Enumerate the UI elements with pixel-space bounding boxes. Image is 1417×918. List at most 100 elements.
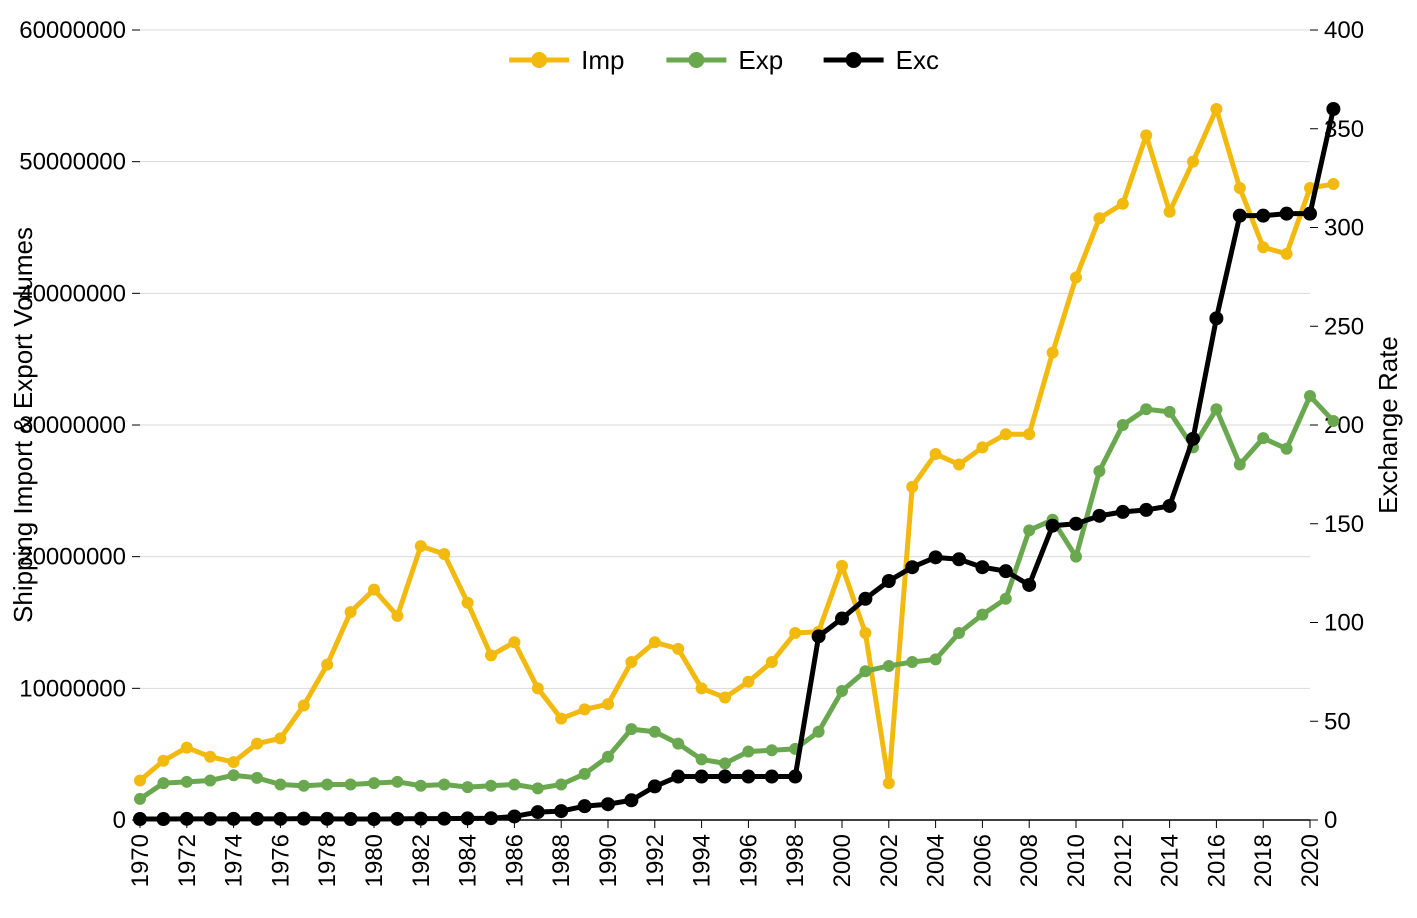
series-marker-Exc (1256, 209, 1270, 223)
series-marker-Exc (344, 812, 358, 826)
series-marker-Exc (156, 812, 170, 826)
series-marker-Exc (367, 812, 381, 826)
x-tick-label: 1982 (408, 834, 435, 887)
series-marker-Exp (204, 775, 216, 787)
series-marker-Imp (462, 597, 474, 609)
series-marker-Exp (1023, 524, 1035, 536)
series-marker-Exc (250, 812, 264, 826)
series-marker-Imp (1327, 178, 1339, 190)
legend-label-Exp: Exp (738, 45, 783, 75)
series-marker-Exc (812, 629, 826, 643)
series-marker-Imp (930, 448, 942, 460)
series-marker-Exc (507, 809, 521, 823)
series-marker-Imp (228, 756, 240, 768)
series-marker-Exp (813, 726, 825, 738)
series-marker-Exc (601, 797, 615, 811)
series-marker-Exc (624, 793, 638, 807)
series-marker-Exc (671, 770, 685, 784)
series-marker-Exc (1280, 207, 1294, 221)
x-tick-label: 2002 (876, 834, 903, 887)
series-marker-Exc (1163, 499, 1177, 513)
series-marker-Exp (181, 776, 193, 788)
series-marker-Imp (1117, 198, 1129, 210)
y-right-tick-label: 0 (1324, 807, 1337, 834)
x-tick-label: 1994 (689, 834, 716, 887)
series-marker-Exp (415, 780, 427, 792)
series-marker-Exp (485, 780, 497, 792)
series-marker-Imp (672, 643, 684, 655)
series-marker-Imp (696, 682, 708, 694)
series-marker-Exp (696, 753, 708, 765)
series-marker-Exc (414, 812, 428, 826)
y-right-tick-label: 400 (1324, 17, 1364, 44)
x-tick-label: 1974 (221, 834, 248, 887)
series-marker-Exp (251, 772, 263, 784)
legend-label-Imp: Imp (581, 45, 624, 75)
x-tick-label: 1976 (267, 834, 294, 887)
line-chart: 0100000002000000030000000400000005000000… (0, 0, 1417, 918)
series-marker-Exc (835, 612, 849, 626)
series-marker-Exp (883, 660, 895, 672)
y-left-tick-label: 0 (113, 807, 126, 834)
series-marker-Exp (742, 746, 754, 758)
x-tick-label: 2010 (1063, 834, 1090, 887)
series-marker-Exc (1233, 209, 1247, 223)
series-marker-Exp (649, 726, 661, 738)
x-tick-label: 1984 (455, 834, 482, 887)
series-marker-Exp (274, 778, 286, 790)
series-marker-Exc (1092, 509, 1106, 523)
y-right-axis-title: Exchange Rate (1373, 336, 1403, 514)
series-marker-Exp (157, 777, 169, 789)
y-right-tick-label: 300 (1324, 215, 1364, 242)
series-marker-Exc (695, 770, 709, 784)
y-left-tick-label: 50000000 (19, 149, 126, 176)
series-marker-Imp (649, 636, 661, 648)
series-marker-Imp (579, 703, 591, 715)
series-marker-Imp (836, 560, 848, 572)
series-marker-Exc (1326, 102, 1340, 116)
series-marker-Imp (1234, 182, 1246, 194)
series-marker-Exc (461, 811, 475, 825)
series-marker-Imp (1047, 347, 1059, 359)
series-marker-Exp (719, 757, 731, 769)
y-right-tick-label: 250 (1324, 313, 1364, 340)
x-tick-label: 2012 (1110, 834, 1137, 887)
series-marker-Exc (554, 804, 568, 818)
series-marker-Exp (462, 781, 474, 793)
x-tick-label: 1986 (501, 834, 528, 887)
series-marker-Exp (532, 782, 544, 794)
series-marker-Imp (953, 459, 965, 471)
x-tick-label: 2020 (1297, 834, 1324, 887)
series-marker-Exc (227, 812, 241, 826)
series-marker-Imp (1164, 206, 1176, 218)
series-marker-Imp (321, 659, 333, 671)
series-marker-Exp (1304, 390, 1316, 402)
series-marker-Exp (438, 778, 450, 790)
series-marker-Imp (742, 676, 754, 688)
x-tick-label: 2006 (969, 834, 996, 887)
y-left-axis-title: Shipping Import & Export Volumes (8, 227, 38, 623)
x-tick-label: 1980 (361, 834, 388, 887)
series-marker-Exc (648, 779, 662, 793)
series-marker-Exc (1046, 519, 1060, 533)
series-marker-Exc (484, 811, 498, 825)
series-marker-Imp (485, 649, 497, 661)
x-tick-label: 1990 (595, 834, 622, 887)
series-marker-Exp (953, 627, 965, 639)
series-marker-Imp (1000, 428, 1012, 440)
series-marker-Imp (274, 732, 286, 744)
series-marker-Exc (531, 805, 545, 819)
series-marker-Exp (579, 768, 591, 780)
series-marker-Exp (321, 778, 333, 790)
series-marker-Imp (345, 606, 357, 618)
series-marker-Exc (273, 812, 287, 826)
series-marker-Exp (1281, 443, 1293, 455)
series-marker-Imp (1257, 241, 1269, 253)
series-marker-Imp (1023, 428, 1035, 440)
series-marker-Exc (858, 592, 872, 606)
series-marker-Imp (555, 713, 567, 725)
series-marker-Exp (906, 656, 918, 668)
x-tick-label: 2004 (923, 834, 950, 887)
y-right-tick-label: 150 (1324, 511, 1364, 538)
x-tick-label: 1970 (127, 834, 154, 887)
